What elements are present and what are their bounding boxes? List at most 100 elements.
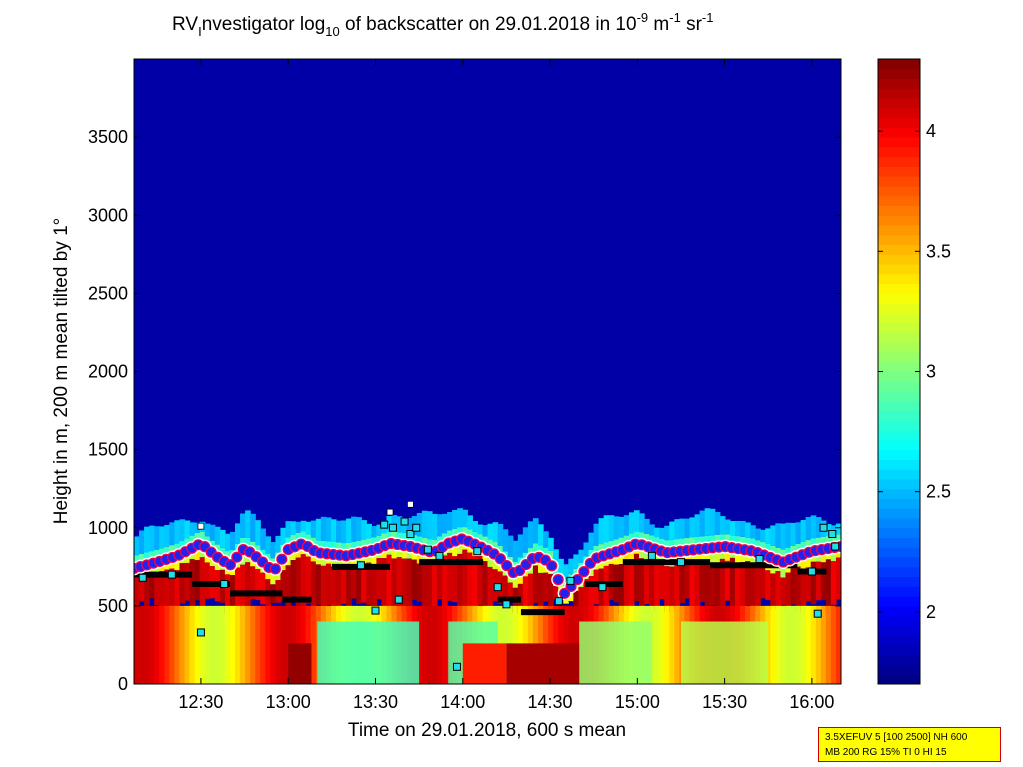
heatmap-cell	[694, 549, 701, 565]
heatmap-cell	[659, 605, 665, 684]
heatmap-cell	[134, 577, 140, 606]
heatmap-cell	[654, 560, 660, 611]
heatmap-cell	[755, 563, 761, 611]
colorbar-segment	[878, 234, 920, 246]
heatmap-cell	[608, 515, 615, 541]
colorbar-segment	[878, 78, 920, 89]
cloud-top-point	[552, 574, 564, 586]
colorbar-segment	[878, 439, 920, 451]
white-marker	[406, 500, 414, 508]
heatmap-cell	[593, 523, 600, 546]
scatter-marker	[388, 523, 397, 532]
heatmap-cell	[265, 605, 271, 684]
heatmap-cell	[300, 531, 307, 544]
heatmap-cell	[775, 523, 781, 548]
colorbar-segment	[878, 459, 920, 470]
heatmap-cell	[149, 574, 155, 599]
heatmap-cell	[336, 569, 342, 610]
scatter-marker	[380, 520, 389, 529]
heatmap-cell	[341, 569, 347, 604]
colorbar-segment	[878, 478, 920, 490]
heatmap-cell	[522, 576, 529, 614]
heatmap-cell	[452, 556, 458, 603]
colorbar-segment	[878, 615, 920, 626]
cloud-top-point	[578, 566, 590, 578]
scatter-marker	[406, 530, 415, 538]
heatmap-cell	[639, 513, 645, 533]
heatmap-cell	[649, 524, 655, 536]
colorbar-segment	[878, 264, 920, 275]
heatmap-cell	[785, 605, 792, 684]
heatmap-cell	[603, 565, 610, 612]
heatmap-cell	[341, 555, 347, 570]
heatmap-cell	[194, 560, 201, 601]
y-tick-label: 0	[118, 674, 128, 694]
heatmap-cell	[628, 559, 635, 611]
heatmap-cell	[633, 510, 640, 532]
heatmap-cell	[179, 605, 186, 684]
cloud-top-point	[559, 587, 571, 599]
heatmap-cell	[573, 590, 579, 612]
heatmap-cell	[780, 577, 787, 606]
heatmap-cell	[275, 605, 282, 684]
heatmap-cell	[603, 515, 610, 543]
colorbar-segment	[878, 625, 920, 636]
heatmap-cell	[189, 605, 196, 684]
heatmap-cell	[664, 566, 670, 612]
heatmap-cell	[714, 512, 721, 535]
heatmap-cell	[467, 552, 473, 607]
heatmap-cell	[280, 605, 287, 684]
heatmap-cell	[714, 547, 721, 563]
heatmap-cell	[815, 561, 822, 601]
heatmap-cell	[588, 576, 595, 612]
heatmap-field	[134, 508, 841, 684]
heatmap-cell	[588, 532, 595, 550]
heatmap-cell	[674, 519, 680, 540]
heatmap-cell	[154, 526, 160, 550]
heatmap-cell	[437, 514, 443, 537]
heatmap-cell	[245, 562, 251, 608]
colorbar-segment	[878, 605, 920, 617]
colorbar-segment	[878, 596, 920, 607]
heatmap-cell	[734, 563, 741, 609]
heatmap-cell	[330, 519, 337, 542]
info-line-1: 3.5XEFUV 5 [100 2500] NH 600	[825, 732, 968, 743]
heatmap-cell	[209, 605, 216, 684]
heatmap-cell	[245, 537, 251, 551]
heatmap-cell	[709, 508, 716, 536]
heatmap-cell	[346, 567, 352, 608]
x-tick-label: 14:30	[528, 692, 573, 712]
heatmap-cell	[825, 559, 832, 614]
heatmap-cell	[401, 558, 408, 613]
heatmap-cell	[689, 517, 696, 538]
scatter-marker	[435, 551, 444, 560]
heatmap-cell	[356, 517, 362, 541]
heatmap-cell	[583, 542, 590, 557]
heatmap-cell	[765, 528, 771, 544]
colorbar-segment	[878, 244, 920, 255]
heatmap-cell	[376, 558, 383, 600]
heatmap-cell	[680, 621, 769, 684]
colorbar-segment	[878, 644, 920, 656]
colorbar-segment	[878, 98, 920, 109]
heatmap-cell	[628, 512, 635, 534]
heatmap-cell	[240, 513, 246, 538]
heatmap-cell	[805, 605, 812, 684]
heatmap-cell	[366, 562, 372, 605]
y-tick-label: 2000	[88, 362, 128, 382]
heatmap-cell	[674, 563, 680, 611]
y-tick-label: 1500	[88, 440, 128, 460]
heatmap-cell	[285, 521, 292, 538]
heatmap-cell	[699, 562, 706, 603]
heatmap-cell	[506, 643, 580, 684]
heatmap-cell	[835, 557, 841, 600]
heatmap-cell	[750, 525, 756, 539]
heatmap-cell	[820, 605, 827, 684]
heatmap-cell	[709, 547, 716, 563]
heatmap-cell	[169, 568, 175, 610]
heatmap-cell	[669, 521, 675, 540]
heatmap-cell	[235, 567, 241, 609]
heatmap-cell	[810, 561, 817, 605]
scatter-marker	[167, 570, 176, 579]
